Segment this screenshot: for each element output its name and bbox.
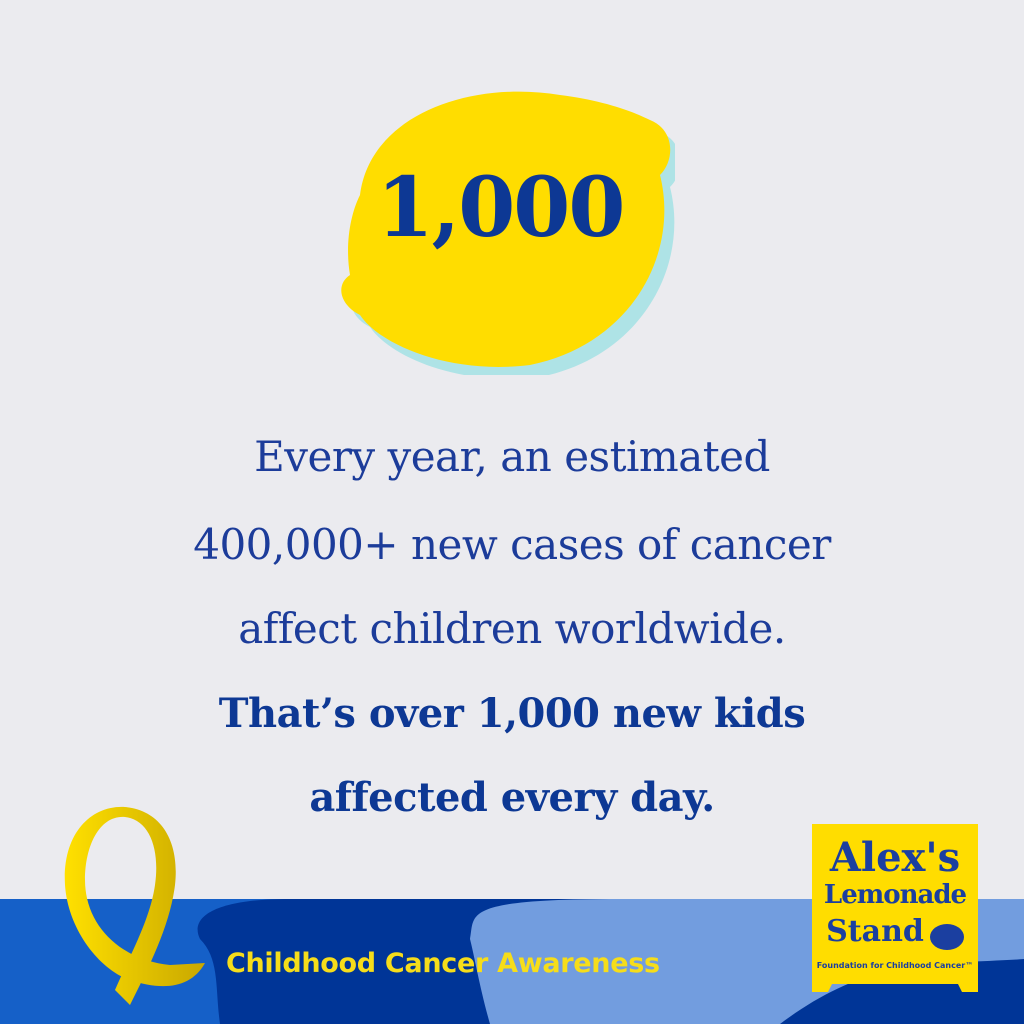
body-line-1: Every year, an estimated [254,432,770,481]
logo-lemon-icon [930,924,964,950]
awareness-ribbon-icon [64,806,206,1005]
logo-sign-shape [812,824,978,992]
hero-number: 1,000 [376,160,626,256]
body-line-3: affect children worldwide. [238,604,786,653]
body-bold-line-1: That’s over 1,000 new kids [218,690,806,737]
logo-subtitle: Foundation for Childhood Cancer™ [816,961,974,970]
logo-line-1: Alex's [829,834,961,881]
alexs-lemonade-stand-logo: Alex's Lemonade Stand Foundation for Chi… [810,822,980,994]
body-line-2: 400,000+ new cases of cancer [193,520,831,569]
awareness-tagline: Childhood Cancer Awareness [226,948,660,979]
logo-line-3: Stand [826,914,924,949]
logo-line-2: Lemonade [823,880,967,910]
body-bold-line-2: affected every day. [309,774,715,821]
lemon-graphic [341,91,675,375]
